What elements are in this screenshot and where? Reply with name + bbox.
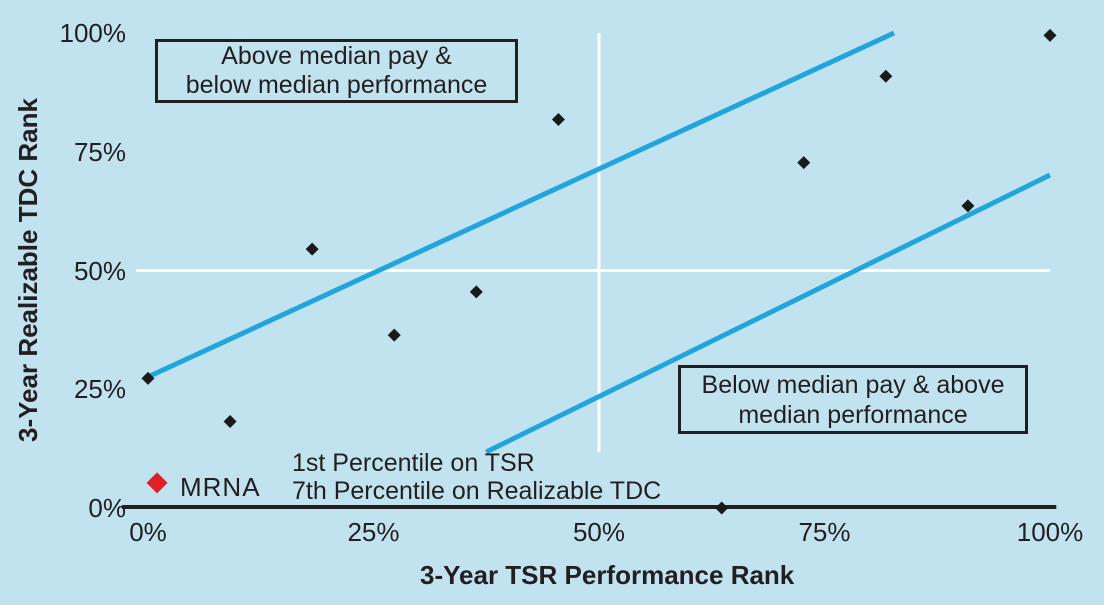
peer-data-point-diamond <box>469 285 483 299</box>
annotation-text-line: Above median pay & <box>221 42 452 70</box>
y-tick-label: 75% <box>73 136 126 167</box>
quadrant-annotation-below-pay-above-performance: Below median pay & above median performa… <box>678 365 1028 434</box>
mrna-percentile-note: 1st Percentile on TSR 7th Percentile on … <box>292 449 661 505</box>
y-tick-label: 25% <box>73 374 126 405</box>
alignment-band-upper-line <box>146 30 896 380</box>
x-tick-label: 0% <box>129 517 167 547</box>
x-tick-label: 50% <box>572 517 626 547</box>
peer-data-point-diamond <box>305 242 319 256</box>
x-axis-title: 3-Year TSR Performance Rank <box>420 560 795 590</box>
annotation-text-line: Below median pay & above <box>701 370 1005 399</box>
quadrant-annotation-above-pay-below-performance: Above median pay & below median performa… <box>155 39 518 103</box>
mrna-note-line-1: 1st Percentile on TSR <box>292 449 535 477</box>
annotation-text-line: below median performance <box>185 71 488 99</box>
x-tick-label: 25% <box>347 517 400 547</box>
peer-data-point-diamond <box>879 69 893 83</box>
mrna-series-label: MRNA <box>180 472 261 502</box>
peer-data-point-diamond <box>715 501 729 515</box>
peer-data-point-diamond <box>141 371 155 385</box>
mrna-note-line-2: 7th Percentile on Realizable TDC <box>292 477 662 505</box>
y-tick-label: 100% <box>59 18 127 48</box>
y-tick-label: 0% <box>88 493 126 523</box>
peer-data-point-diamond <box>1043 28 1057 42</box>
x-tick-label: 75% <box>798 517 851 547</box>
mrna-data-point-diamond <box>146 472 168 494</box>
annotation-text-line: median performance <box>738 400 968 429</box>
peer-data-point-diamond <box>223 415 237 429</box>
peer-data-point-diamond <box>387 328 401 342</box>
peer-data-point-diamond <box>797 156 811 170</box>
peer-data-point-diamond <box>961 199 975 213</box>
alignment-band-lower-line <box>485 172 1052 455</box>
peer-data-point-diamond <box>551 112 565 126</box>
x-tick-label: 100% <box>1016 517 1084 547</box>
y-tick-label: 50% <box>73 255 126 286</box>
